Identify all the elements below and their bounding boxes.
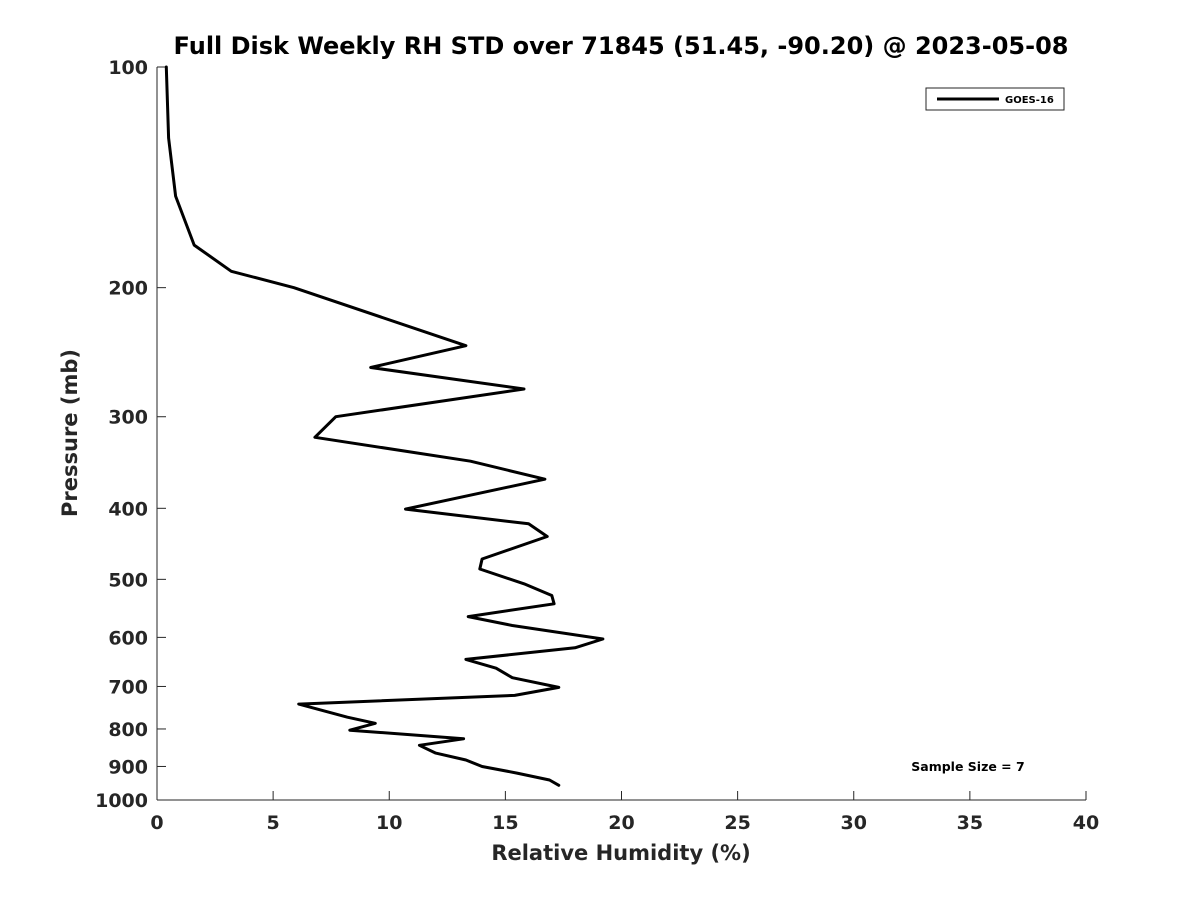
x-tick-label: 15 — [492, 812, 518, 834]
x-tick-label: 10 — [376, 812, 402, 834]
y-tick-label: 800 — [108, 719, 148, 741]
x-tick-label: 5 — [267, 812, 280, 834]
y-tick-label: 400 — [108, 498, 148, 520]
y-tick-label: 500 — [108, 569, 148, 591]
x-tick-label: 40 — [1073, 812, 1099, 834]
plot-area — [157, 67, 1086, 800]
y-tick-label: 700 — [108, 676, 148, 698]
legend: GOES-16 — [925, 87, 1065, 111]
y-tick-label: 1000 — [95, 790, 148, 812]
x-tick-label: 0 — [150, 812, 163, 834]
sample-size-annotation: Sample Size = 7 — [911, 759, 1024, 774]
y-tick-label: 600 — [108, 627, 148, 649]
y-tick-label: 300 — [108, 407, 148, 429]
x-ticks: 0 5 10 15 20 25 30 35 40 — [150, 791, 1099, 834]
x-tick-label: 25 — [724, 812, 750, 834]
legend-entry-label: GOES-16 — [1005, 95, 1054, 106]
series-line-0 — [164, 65, 605, 787]
x-tick-label: 35 — [957, 812, 983, 834]
y-tick-label: 100 — [108, 57, 148, 79]
y-tick-label: 200 — [108, 278, 148, 300]
x-tick-label: 30 — [841, 812, 867, 834]
x-axis-label: Relative Humidity (%) — [491, 841, 750, 865]
y-ticks: 100 200 300 400 500 600 700 800 900 1000 — [95, 57, 166, 812]
y-tick-label: 900 — [108, 756, 148, 778]
series-layer — [164, 65, 605, 787]
x-tick-label: 20 — [608, 812, 634, 834]
chart-title: Full Disk Weekly RH STD over 71845 (51.4… — [174, 32, 1069, 60]
y-axis-label: Pressure (mb) — [58, 349, 82, 517]
